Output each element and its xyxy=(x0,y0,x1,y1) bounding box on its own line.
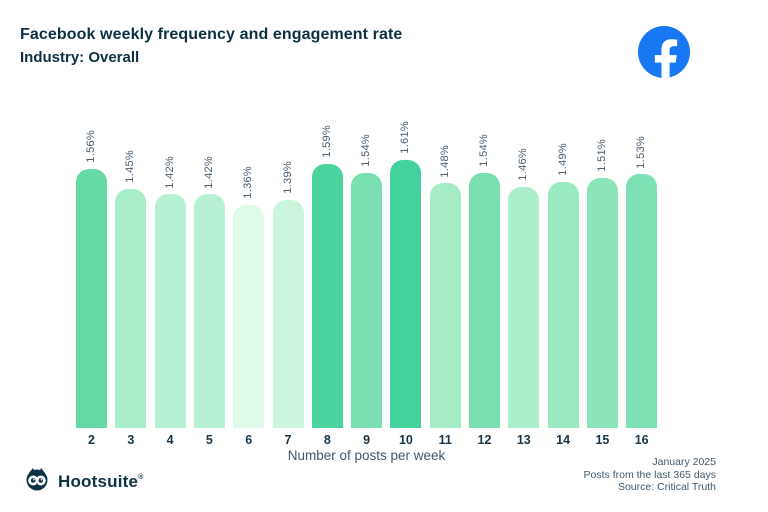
bar xyxy=(233,205,265,428)
bar-value-label: 1.54% xyxy=(478,133,490,167)
x-tick-label: 7 xyxy=(284,433,292,447)
bar-value-label: 1.46% xyxy=(517,148,530,181)
bar xyxy=(547,181,579,428)
hootsuite-owl-icon xyxy=(24,466,50,497)
x-tick-label: 9 xyxy=(363,433,371,447)
bar-value-label: 1.51% xyxy=(595,139,608,172)
x-tick-label: 8 xyxy=(323,433,331,447)
bar-value-label: 1.36% xyxy=(242,166,255,199)
bar-value-label: 1.45% xyxy=(124,150,137,183)
x-tick-label: 6 xyxy=(245,433,253,447)
page-subtitle: Industry: Overall xyxy=(20,49,140,66)
bar xyxy=(469,172,500,428)
bar xyxy=(390,160,422,428)
x-tick-label: 4 xyxy=(166,433,174,447)
x-tick-label: 14 xyxy=(556,433,571,447)
bar xyxy=(626,174,658,428)
bar xyxy=(311,163,343,428)
x-tick-label: 15 xyxy=(595,433,610,447)
bar-value-label: 1.39% xyxy=(281,160,294,194)
bar xyxy=(272,199,304,428)
bar-value-label: 1.42% xyxy=(202,155,215,189)
x-tick-label: 11 xyxy=(438,433,452,447)
note-date: January 2025 xyxy=(652,456,716,468)
x-tick-label: 10 xyxy=(398,433,413,447)
source-note: January 2025 Posts from the last 365 day… xyxy=(584,456,716,494)
bar-value-label: 1.48% xyxy=(438,144,451,178)
note-range: Posts from the last 365 days xyxy=(583,468,716,481)
header: Facebook weekly frequency and engagement… xyxy=(20,26,402,66)
note-source: Source: Critical Truth xyxy=(617,481,716,493)
hootsuite-wordmark: Hootsuite® xyxy=(58,472,144,492)
bar xyxy=(351,172,383,428)
bar-value-label: 1.42% xyxy=(163,155,176,189)
bar-value-label: 1.56% xyxy=(85,130,97,163)
bar xyxy=(115,188,147,428)
x-axis-title: Number of posts per week xyxy=(287,448,446,463)
bar-value-label: 1.54% xyxy=(360,133,373,167)
bar-value-label: 1.61% xyxy=(399,121,412,154)
bar-value-label: 1.53% xyxy=(635,135,648,169)
bar xyxy=(193,194,225,428)
registered-mark: ® xyxy=(138,473,144,481)
x-tick-label: 12 xyxy=(477,433,492,447)
bar xyxy=(586,178,618,428)
page-title: Facebook weekly frequency and engagement… xyxy=(20,26,403,43)
bar xyxy=(76,169,107,428)
hootsuite-logo: Hootsuite® xyxy=(24,466,144,497)
bar xyxy=(508,187,540,428)
brand-name: Hootsuite xyxy=(58,471,139,491)
x-tick-label: 13 xyxy=(516,433,531,447)
x-tick-label: 2 xyxy=(88,433,95,447)
x-tick-label: 5 xyxy=(205,433,213,447)
facebook-logo-icon xyxy=(638,26,690,78)
x-tick-label: 3 xyxy=(127,433,135,447)
bar xyxy=(154,194,186,428)
bar-value-label: 1.59% xyxy=(320,124,333,158)
bar-value-label: 1.49% xyxy=(556,142,569,176)
bar xyxy=(429,183,461,428)
x-tick-label: 16 xyxy=(634,433,649,447)
